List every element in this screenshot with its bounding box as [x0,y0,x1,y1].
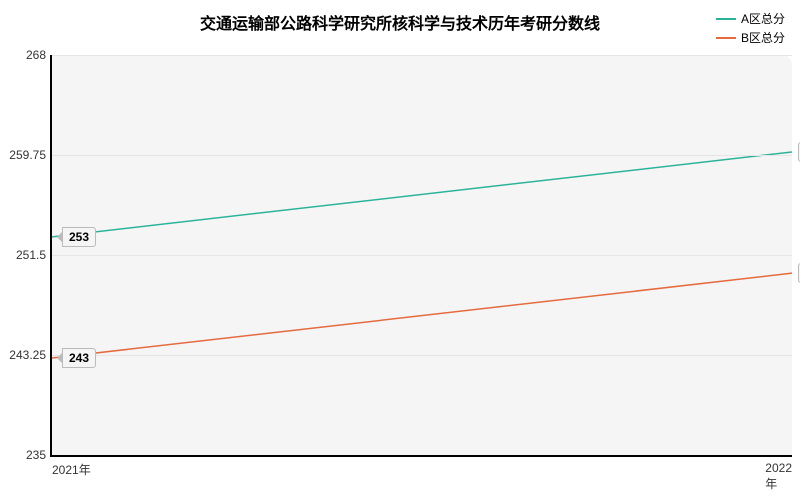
grid-line [52,255,792,256]
y-tick-label: 259.75 [9,148,46,162]
chart-title: 交通运输部公路科学研究所核科学与技术历年考研分数线 [0,10,800,34]
legend-label-a: A区总分 [741,10,785,27]
grid-line [52,55,792,56]
legend-label-b: B区总分 [741,29,785,46]
y-tick-label: 251.5 [16,248,46,262]
legend-item-a: A区总分 [716,10,785,27]
grid-line [52,155,792,156]
legend-item-b: B区总分 [716,29,785,46]
x-tick-label: 2022年 [765,461,792,492]
y-tick-label: 268 [26,48,46,62]
y-tick-label: 235 [26,448,46,462]
legend-swatch-a [716,18,736,20]
grid-line [52,355,792,356]
value-callout: 253 [62,227,96,247]
chart-root: 交通运输部公路科学研究所核科学与技术历年考研分数线 A区总分 B区总分 235 2… [0,0,800,500]
plot-area: 235243.25251.5259.752682021年2022年2532432… [50,55,792,457]
x-tick-label: 2021年 [52,461,91,478]
series-line [52,152,792,237]
legend: A区总分 B区总分 [716,10,785,48]
value-callout: 243 [62,348,96,368]
legend-swatch-b [716,37,736,39]
y-tick-label: 243.25 [9,348,46,362]
series-line [52,273,792,358]
